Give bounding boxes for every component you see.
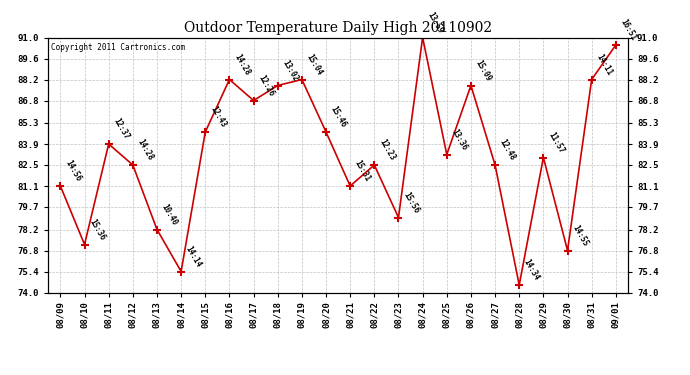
Text: 15:36: 15:36 [88,217,107,242]
Text: 15:56: 15:56 [402,190,421,215]
Text: 15:46: 15:46 [329,105,348,129]
Text: 15:31: 15:31 [353,159,373,183]
Text: 14:14: 14:14 [184,244,204,269]
Text: 13:59: 13:59 [426,10,445,35]
Text: 14:28: 14:28 [233,52,252,77]
Text: 15:04: 15:04 [305,52,324,77]
Text: 12:26: 12:26 [257,73,276,98]
Text: 14:56: 14:56 [63,159,83,183]
Text: 13:02: 13:02 [281,58,300,83]
Text: 11:57: 11:57 [546,130,566,155]
Text: 12:43: 12:43 [208,105,228,129]
Text: Copyright 2011 Cartronics.com: Copyright 2011 Cartronics.com [51,43,186,52]
Title: Outdoor Temperature Daily High 20110902: Outdoor Temperature Daily High 20110902 [184,21,492,35]
Text: 13:36: 13:36 [450,127,469,152]
Text: 14:28: 14:28 [136,138,155,162]
Text: 10:40: 10:40 [160,202,179,227]
Text: 16:51: 16:51 [619,18,638,42]
Text: 14:34: 14:34 [522,258,542,282]
Text: 12:23: 12:23 [377,138,397,162]
Text: 14:55: 14:55 [571,223,590,248]
Text: 14:11: 14:11 [595,52,614,77]
Text: 12:37: 12:37 [112,117,131,141]
Text: 12:48: 12:48 [498,138,518,162]
Text: 15:09: 15:09 [474,58,493,83]
